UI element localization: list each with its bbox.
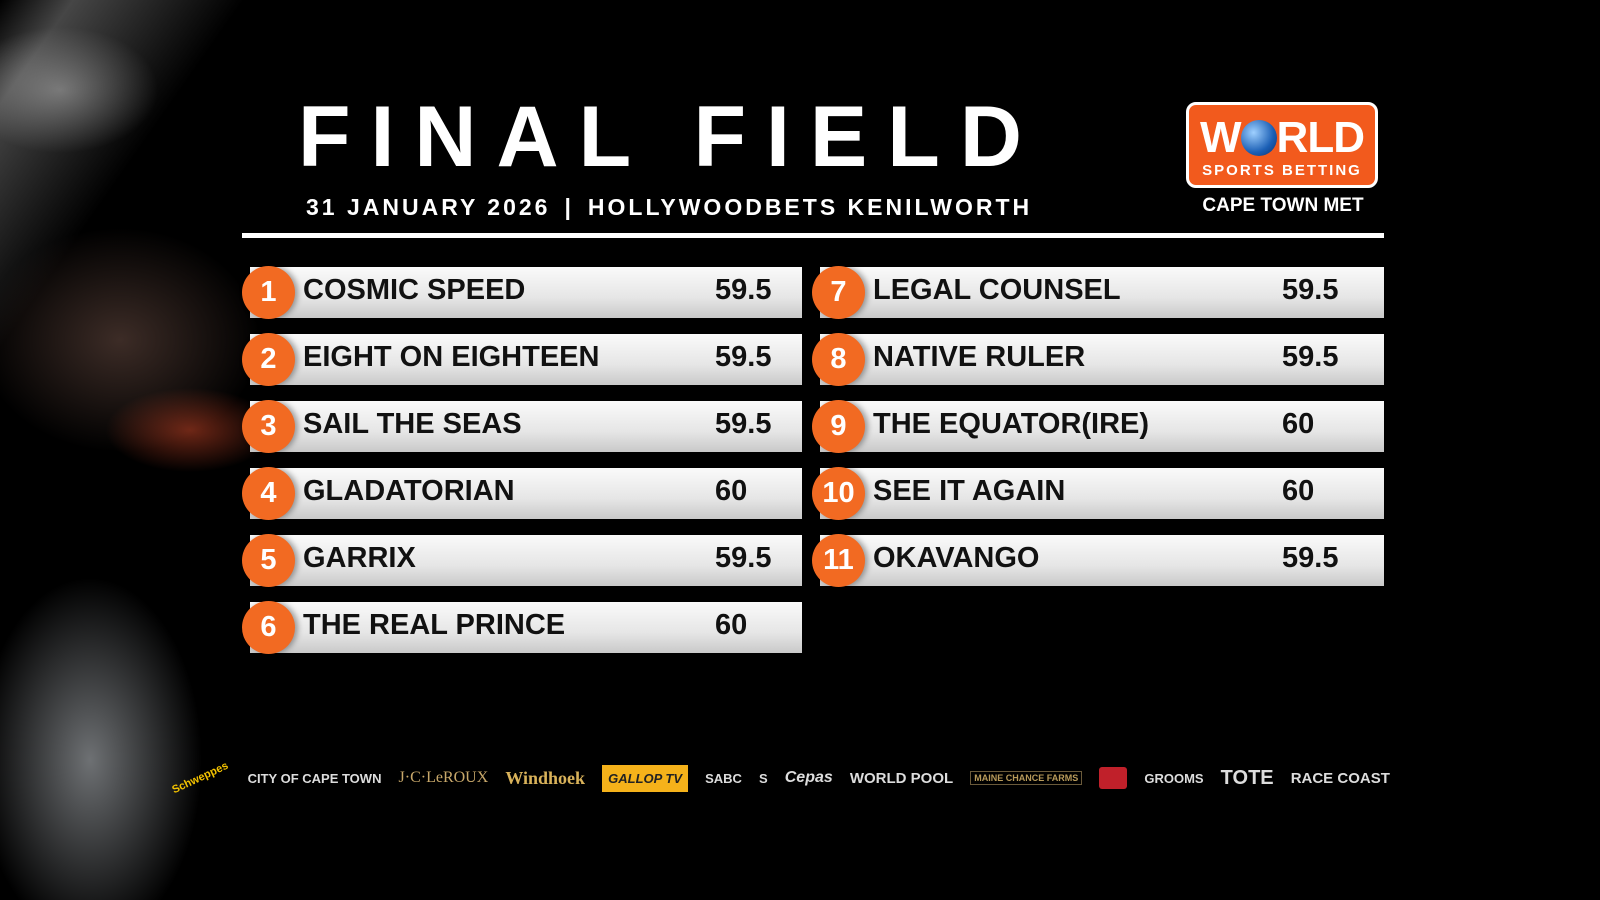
barrier-number: 9: [812, 400, 865, 453]
barrier-number: 1: [242, 266, 295, 319]
horse-name: COSMIC SPEED: [303, 274, 526, 306]
horse-weight: 59.5: [715, 408, 772, 440]
horse-name: THE REAL PRINCE: [303, 609, 566, 641]
horse-weight: 60: [715, 609, 748, 641]
horse-weight: 59.5: [1282, 542, 1339, 574]
barrier-number: 4: [242, 467, 295, 520]
horse-name: NATIVE RULER: [873, 341, 1086, 373]
venue: HOLLYWOODBETS KENILWORTH: [587, 194, 1033, 220]
event-name: CAPE TOWN MET: [1202, 195, 1364, 216]
sponsor-logo: MAINE CHANCE FARMS: [970, 771, 1083, 785]
subtitle: 31 JANUARY 2026 | HOLLYWOODBETS KENILWORTH: [306, 194, 1166, 221]
sponsor-logo: RACE COAST: [1290, 769, 1390, 787]
sponsor-logo: SABC: [705, 770, 742, 786]
horse-name: SEE IT AGAIN: [873, 475, 1066, 507]
horse-name: GARRIX: [303, 542, 416, 574]
logo-text: RLD: [1276, 113, 1365, 162]
barrier-number: 8: [812, 333, 865, 386]
horse-name: LEGAL COUNSEL: [873, 274, 1121, 306]
separator: |: [564, 194, 574, 220]
horse-weight: 60: [715, 475, 748, 507]
field-row: 8 NATIVE RULER 59.5: [812, 333, 1384, 386]
field-row: 10 SEE IT AGAIN 60: [812, 467, 1384, 520]
field-row: 9 THE EQUATOR(IRE) 60: [812, 400, 1384, 453]
field-row: 3 SAIL THE SEAS 59.5: [242, 400, 802, 453]
horse-name: OKAVANGO: [873, 542, 1040, 574]
divider: [242, 233, 1384, 238]
sponsor-logo: Windhoek: [505, 767, 586, 788]
barrier-number: 3: [242, 400, 295, 453]
horse-weight: 59.5: [715, 341, 772, 373]
barrier-number: 11: [812, 534, 865, 587]
sponsor-strip: Schweppes CITY OF CAPE TOWN J·C·LeROUX Wind…: [170, 760, 1390, 796]
sponsor-logo: [1099, 767, 1128, 789]
field-row: 1 COSMIC SPEED 59.5: [242, 266, 802, 319]
field-row: 7 LEGAL COUNSEL 59.5: [812, 266, 1384, 319]
field-row: 11 OKAVANGO 59.5: [812, 534, 1384, 587]
sponsor-logo: Schweppes: [170, 759, 231, 797]
sponsor-logo: TOTE: [1220, 766, 1274, 789]
sponsor-logo: WORLD POOL: [849, 769, 954, 787]
sponsor-logo: J·C·LeROUX: [398, 769, 489, 786]
page-title: FINAL FIELD: [298, 89, 1042, 185]
horse-name: SAIL THE SEAS: [303, 408, 522, 440]
barrier-number: 6: [242, 601, 295, 654]
sponsor-logo: Cepas: [784, 769, 833, 786]
barrier-number: 2: [242, 333, 295, 386]
barrier-number: 10: [812, 467, 865, 520]
horse-weight: 60: [1282, 475, 1315, 507]
race-date: 31 JANUARY 2026: [306, 194, 551, 220]
field-row: 5 GARRIX 59.5: [242, 534, 802, 587]
horse-name: THE EQUATOR(IRE): [873, 408, 1150, 440]
field-row: 6 THE REAL PRINCE 60: [242, 601, 802, 654]
world-sports-betting-logo: W RLD SPORTS BETTING: [1186, 102, 1378, 188]
globe-icon: [1240, 120, 1277, 156]
sponsor-logo: GROOMS: [1144, 770, 1204, 786]
horse-weight: 59.5: [1282, 274, 1339, 306]
horse-name: GLADATORIAN: [303, 475, 515, 507]
barrier-number: 5: [242, 534, 295, 587]
logo-text: W: [1200, 113, 1242, 162]
field-row: 2 EIGHT ON EIGHTEEN 59.5: [242, 333, 802, 386]
horse-weight: 59.5: [715, 542, 772, 574]
sponsor-logo: S: [759, 770, 768, 786]
field-row: 4 GLADATORIAN 60: [242, 467, 802, 520]
horse-name: EIGHT ON EIGHTEEN: [303, 341, 600, 373]
horse-weight: 60: [1282, 408, 1315, 440]
sponsor-logo: CITY OF CAPE TOWN: [247, 770, 382, 786]
logo-subtext: SPORTS BETTING: [1202, 162, 1362, 179]
horse-weight: 59.5: [1282, 341, 1339, 373]
barrier-number: 7: [812, 266, 865, 319]
horse-weight: 59.5: [715, 274, 772, 306]
sponsor-logo: GALLOP TV: [602, 764, 689, 792]
